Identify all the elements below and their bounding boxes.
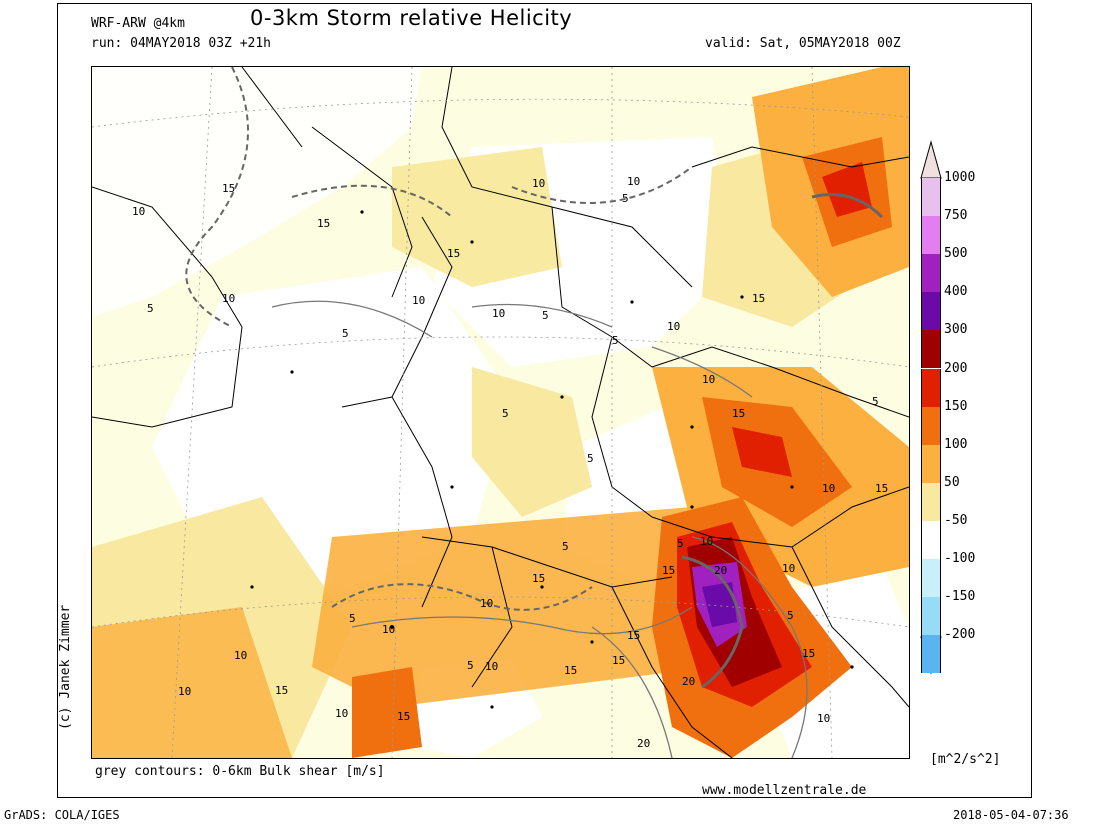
grads-credit: GrADS: COLA/IGES [4, 808, 120, 822]
contour-label: 10 [532, 177, 545, 190]
contour-label: 5 [467, 659, 474, 672]
chart-title: 0-3km Storm relative Helicity [250, 6, 573, 30]
contour-label: 15 [752, 292, 765, 305]
colorbar-label: 750 [944, 208, 968, 224]
colorbar: 1000 750 500 400 300 200 150 100 50 -50 -100 -150 -2… [916, 140, 975, 680]
contour-label: 5 [562, 540, 569, 553]
colorbar-label: -150 [944, 589, 976, 605]
contour-label: 10 [178, 685, 191, 698]
contour-label: 10 [667, 320, 680, 333]
contour-label: 15 [875, 482, 888, 495]
contour-label: 10 [702, 373, 715, 386]
contour-label: 20 [637, 737, 650, 750]
contour-label: 10 [222, 292, 235, 305]
colorbar-label: 500 [944, 246, 968, 262]
colorbar-label: 300 [944, 322, 968, 338]
contour-label: 10 [234, 649, 247, 662]
contour-label: 5 [502, 407, 509, 420]
contour-label: 10 [700, 535, 713, 548]
colorbar-segment [921, 368, 941, 407]
contour-label: 10 [480, 597, 493, 610]
contour-label: 5 [787, 609, 794, 622]
contour-label: 10 [382, 623, 395, 636]
colorbar-label: -50 [944, 512, 968, 528]
colorbar-segment [921, 292, 941, 331]
model-label: WRF-ARW @4km [91, 16, 185, 31]
contour-label: 20 [682, 675, 695, 688]
colorbar-label: 150 [944, 398, 968, 414]
contour-label: 10 [132, 205, 145, 218]
contour-label: 5 [542, 309, 549, 322]
contour-label: 10 [492, 307, 505, 320]
contour-label: 15 [275, 684, 288, 697]
timestamp: 2018-05-04-07:36 [953, 808, 1069, 822]
colorbar-segment [921, 444, 941, 483]
colorbar-segment [921, 597, 941, 636]
contour-label: 15 [612, 654, 625, 667]
contour-label: 5 [612, 334, 619, 347]
colorbar-label: 50 [944, 474, 960, 490]
contour-label: 15 [627, 629, 640, 642]
colorbar-label: 400 [944, 284, 968, 300]
contour-label: 15 [662, 564, 675, 577]
contour-label: 5 [147, 302, 154, 315]
contour-label: 10 [817, 712, 830, 725]
contour-label: 15 [564, 664, 577, 677]
contour-label: 15 [532, 572, 545, 585]
contour-label: 5 [587, 452, 594, 465]
valid-time: valid: Sat, 05MAY2018 00Z [705, 36, 901, 51]
colorbar-segment [921, 330, 941, 369]
colorbar-segment [921, 635, 941, 674]
copyright: (c) Janek Zimmer [58, 604, 73, 730]
colorbar-label: -100 [944, 551, 976, 566]
contour-label: 10 [485, 660, 498, 673]
contour-label: 5 [677, 537, 684, 550]
colorbar-segment [921, 482, 941, 521]
shear-contour-note: grey contours: 0-6km Bulk shear [m/s] [95, 764, 385, 779]
colorbar-segment [921, 178, 941, 217]
run-time: run: 04MAY2018 03Z +21h [91, 36, 272, 51]
colorbar-label: 1000 [944, 170, 976, 185]
contour-label: 15 [397, 710, 410, 723]
contour-label: 10 [412, 294, 425, 307]
colorbar-label: 200 [944, 360, 968, 376]
website-link[interactable]: www.modellzentrale.de [702, 783, 867, 798]
colorbar-unit: [m^2/s^2] [930, 752, 1001, 767]
contour-label: 5 [342, 327, 349, 340]
contour-label: 10 [822, 482, 835, 495]
colorbar-segment [921, 406, 941, 445]
contour-label: 15 [317, 217, 330, 230]
contour-label: 5 [872, 395, 879, 408]
colorbar-segment [921, 559, 941, 598]
colorbar-label: 100 [944, 436, 968, 452]
contour-label: 5 [622, 192, 629, 205]
colorbar-segment [921, 216, 941, 255]
colorbar-label: -200 [944, 627, 976, 643]
contour-label: 15 [802, 647, 815, 660]
contour-label: 20 [714, 564, 727, 577]
contour-label: 10 [335, 707, 348, 720]
helicity-map: 15 10 15 10 5 10 5 15 10 10 5 10 5 10 5 … [91, 66, 910, 759]
contour-label: 10 [782, 562, 795, 575]
colorbar-segment [921, 254, 941, 293]
colorbar-segment [921, 520, 941, 559]
contour-label: 10 [627, 175, 640, 188]
contour-label: 15 [732, 407, 745, 420]
contour-label: 15 [447, 247, 460, 260]
contour-label: 5 [349, 612, 356, 625]
colorbar-top-triangle [920, 140, 942, 179]
contour-label: 15 [222, 182, 235, 195]
